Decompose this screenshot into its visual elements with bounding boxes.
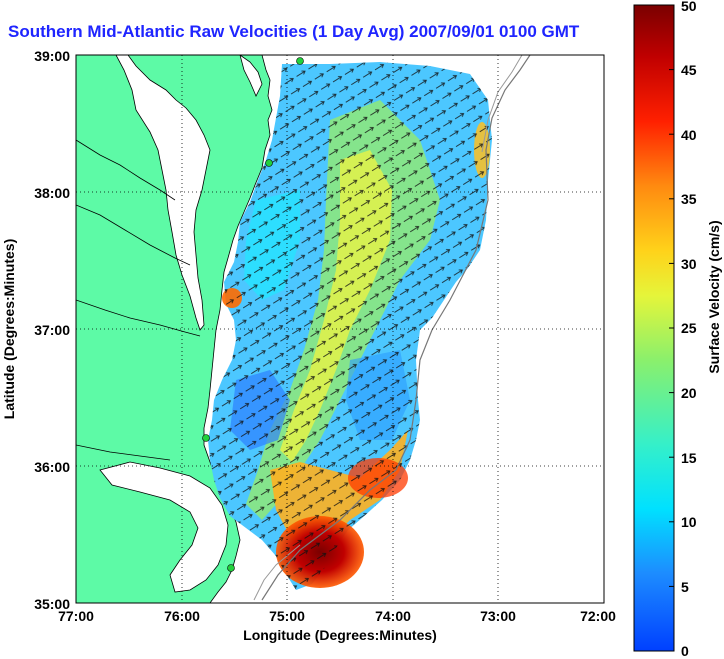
colorbar-tick-label: 15 [681, 450, 697, 466]
y-tick-label: 35:00 [34, 596, 70, 612]
x-tick-label: 72:00 [580, 608, 616, 624]
colorbar [633, 4, 675, 652]
river-rappahannock [76, 204, 191, 266]
colorbar-tick-label: 35 [681, 191, 697, 207]
y-tick-label: 37:00 [34, 322, 70, 338]
x-tick-label: 75:00 [269, 608, 305, 624]
river-nc [76, 444, 171, 461]
y-tick-label: 38:00 [34, 185, 70, 201]
colorbar-label: Surface Velocity (cm/s) [706, 220, 722, 373]
colorbar-tick-label: 45 [681, 62, 697, 78]
y-tick-label: 36:00 [34, 459, 70, 475]
river-james [76, 299, 201, 337]
colorbar-tick-label: 5 [681, 579, 689, 595]
chesapeake-bay [115, 55, 211, 331]
station-marker [296, 57, 304, 65]
colorbar-tick-label: 25 [681, 320, 697, 336]
colorbar-ticks [669, 4, 674, 652]
x-tick-label: 74:00 [375, 608, 411, 624]
colorbar-tick-label: 50 [681, 0, 697, 14]
colorbar-tick-label: 20 [681, 385, 697, 401]
bathymetry-contour-1 [261, 55, 531, 601]
colorbar-tick-label: 0 [681, 643, 689, 659]
station-marker [202, 434, 210, 442]
delaware-bay [239, 55, 263, 97]
x-tick-label: 73:00 [480, 608, 516, 624]
colorbar-tick-label: 10 [681, 514, 697, 530]
x-tick-label: 77:00 [58, 608, 94, 624]
x-tick-label: 76:00 [164, 608, 200, 624]
grid-lines [76, 55, 604, 603]
plot-border [75, 54, 605, 604]
station-marker [265, 159, 273, 167]
y-tick-label: 39:00 [34, 48, 70, 64]
colorbar-tick-label: 40 [681, 127, 697, 143]
y-axis-label: Latitude (Degrees:Minutes) [1, 239, 17, 419]
bathymetry-contour-3 [253, 544, 301, 601]
velocity-vectors [208, 62, 492, 590]
station-marker [227, 564, 235, 572]
pamlico-sound [99, 461, 229, 593]
colorbar-tick-label: 30 [681, 256, 697, 272]
river-potomac [76, 139, 176, 201]
map-title: Southern Mid-Atlantic Raw Velocities (1 … [8, 22, 580, 41]
x-axis-label: Longitude (Degrees:Minutes) [243, 627, 437, 643]
station-markers [202, 57, 304, 572]
